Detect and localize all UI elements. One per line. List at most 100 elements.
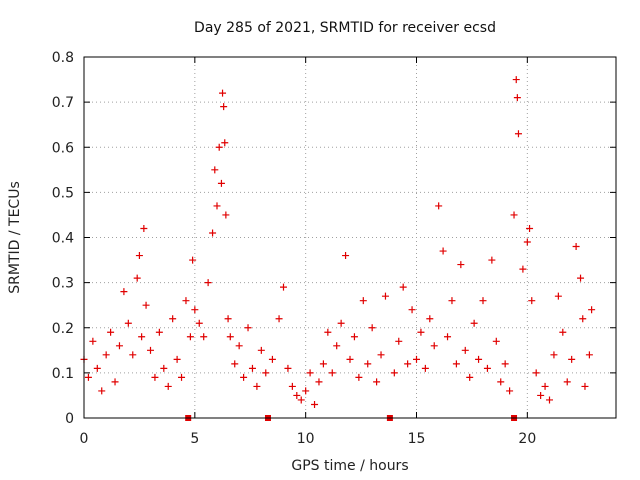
data-point xyxy=(217,179,225,187)
data-point xyxy=(262,369,270,377)
y-tick-label: 0.5 xyxy=(52,185,74,201)
data-point xyxy=(381,292,389,300)
data-point xyxy=(102,351,110,359)
data-point xyxy=(457,261,465,269)
data-point xyxy=(84,373,92,381)
data-point xyxy=(448,297,456,305)
data-point xyxy=(585,351,593,359)
x-tick-label: 0 xyxy=(80,431,89,447)
data-point xyxy=(550,351,558,359)
data-point xyxy=(319,360,327,368)
data-point xyxy=(541,382,549,390)
data-point xyxy=(532,369,540,377)
data-point xyxy=(142,301,150,309)
data-point xyxy=(546,396,553,404)
data-point xyxy=(479,297,487,305)
data-point xyxy=(226,333,234,341)
data-point xyxy=(288,382,296,390)
data-point xyxy=(120,288,128,296)
data-point xyxy=(528,297,536,305)
data-point xyxy=(350,333,358,341)
data-point xyxy=(147,346,154,354)
data-point xyxy=(211,166,219,174)
data-point xyxy=(164,382,172,390)
data-point xyxy=(220,103,228,111)
data-point xyxy=(377,351,385,359)
data-point xyxy=(204,279,212,287)
data-point xyxy=(189,256,197,264)
y-tick-label: 0.7 xyxy=(52,95,74,111)
data-point xyxy=(537,391,545,399)
data-point xyxy=(89,337,97,345)
data-point xyxy=(111,378,119,386)
data-point xyxy=(140,224,148,232)
data-point xyxy=(129,351,137,359)
data-point xyxy=(219,89,227,97)
data-point xyxy=(311,400,319,408)
data-point xyxy=(470,319,478,327)
y-tick-label: 0.1 xyxy=(52,366,74,382)
data-point xyxy=(452,360,460,368)
data-point xyxy=(275,315,283,323)
data-point xyxy=(222,211,230,219)
data-point xyxy=(359,297,367,305)
data-point xyxy=(568,355,576,363)
data-point xyxy=(488,256,496,264)
data-point xyxy=(526,224,534,232)
data-point xyxy=(581,382,589,390)
data-point xyxy=(173,355,181,363)
data-point xyxy=(186,333,194,341)
data-point xyxy=(512,76,520,84)
data-point xyxy=(506,387,514,395)
data-point xyxy=(213,202,221,210)
data-point xyxy=(182,297,190,305)
data-point xyxy=(426,315,434,323)
data-point xyxy=(373,378,381,386)
y-tick-label: 0.8 xyxy=(52,50,74,66)
data-point xyxy=(98,387,106,395)
data-point xyxy=(93,364,101,372)
data-point xyxy=(342,252,350,260)
data-point xyxy=(579,315,587,323)
data-point xyxy=(257,346,265,354)
data-point xyxy=(195,319,203,327)
data-point xyxy=(404,360,412,368)
y-tick-label: 0.6 xyxy=(52,140,74,156)
y-tick-label: 0.2 xyxy=(52,321,74,337)
data-point xyxy=(169,315,177,323)
data-point xyxy=(178,373,186,381)
data-point xyxy=(523,238,531,246)
data-point xyxy=(240,373,248,381)
data-point xyxy=(235,342,243,350)
data-point xyxy=(155,328,163,336)
data-point xyxy=(315,378,323,386)
data-point xyxy=(324,328,332,336)
data-point xyxy=(588,306,596,314)
data-point xyxy=(554,292,562,300)
data-point xyxy=(231,360,239,368)
data-point xyxy=(115,342,123,350)
data-point xyxy=(513,94,521,102)
data-point xyxy=(510,211,518,219)
data-point xyxy=(253,382,261,390)
data-point xyxy=(461,346,469,354)
data-point xyxy=(355,373,363,381)
data-point xyxy=(572,243,580,251)
data-point xyxy=(221,139,229,147)
data-point xyxy=(368,324,376,332)
data-point xyxy=(577,274,585,282)
data-point xyxy=(135,252,143,260)
data-point xyxy=(209,229,217,237)
data-point xyxy=(151,373,159,381)
data-point xyxy=(475,355,483,363)
data-point xyxy=(559,328,567,336)
x-axis-label: GPS time / hours xyxy=(291,458,408,474)
data-point xyxy=(421,364,429,372)
data-point xyxy=(337,319,345,327)
y-tick-label: 0 xyxy=(65,411,74,427)
data-point xyxy=(430,342,438,350)
data-point xyxy=(328,369,336,377)
data-point xyxy=(439,247,447,255)
x-tick-label: 5 xyxy=(190,431,199,447)
